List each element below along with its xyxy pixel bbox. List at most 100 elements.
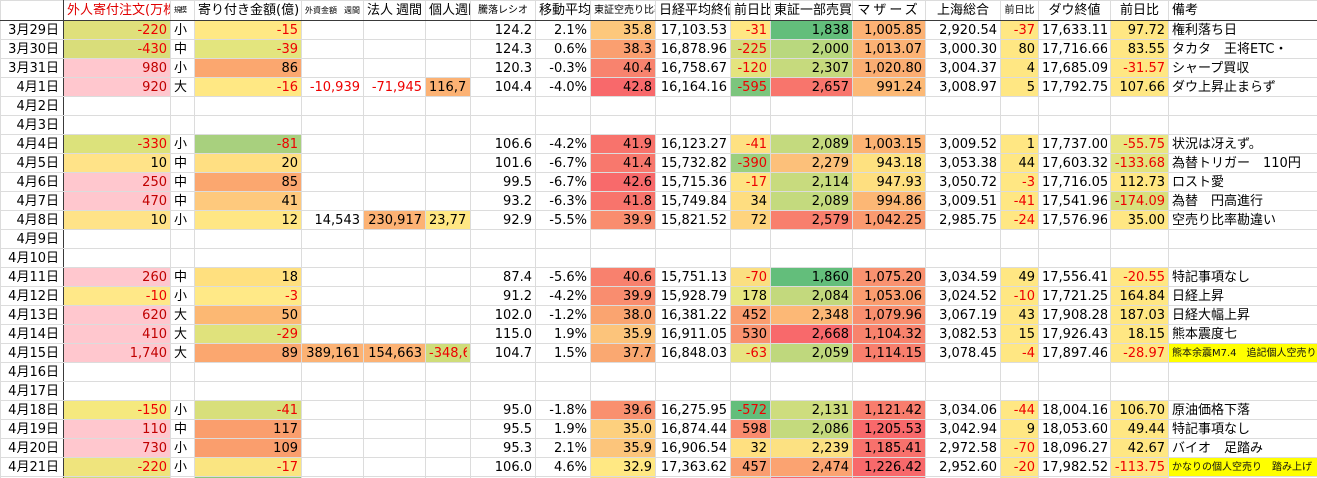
cell-opening_amount[interactable]: 89: [194, 343, 302, 363]
cell-dow_close[interactable]: 17,926.43: [1038, 324, 1111, 344]
cell-individual_week[interactable]: [425, 381, 471, 401]
cell-dow_close[interactable]: 17,908.28: [1038, 305, 1111, 325]
cell-size[interactable]: 小: [170, 134, 195, 154]
cell-dow_chg[interactable]: -28.97: [1110, 343, 1169, 363]
cell-individual_week[interactable]: [425, 457, 471, 477]
cell-short_ratio[interactable]: [590, 248, 656, 268]
column-header-individual_week[interactable]: 個人週間: [425, 0, 471, 21]
cell-foreign_orders[interactable]: [63, 362, 171, 382]
cell-foreign_week[interactable]: [301, 324, 364, 344]
cell-size[interactable]: 小: [170, 457, 195, 477]
cell-dow_chg[interactable]: [1110, 115, 1169, 135]
cell-nikkei_chg[interactable]: 452: [730, 305, 771, 325]
cell-foreign_orders[interactable]: 470: [63, 191, 171, 211]
cell-nikkei_close[interactable]: 16,381.22: [655, 305, 731, 325]
cell-short_ratio[interactable]: 39.6: [590, 400, 656, 420]
cell-dow_chg[interactable]: 107.66: [1110, 77, 1169, 97]
cell-opening_amount[interactable]: [194, 381, 302, 401]
cell-individual_week[interactable]: [425, 20, 471, 40]
cell-remarks[interactable]: ロスト愛: [1168, 172, 1317, 192]
date-cell[interactable]: 3月30日: [0, 39, 64, 59]
cell-dow_close[interactable]: 17,716.66: [1038, 39, 1111, 59]
cell-tse1_volume[interactable]: 2,089: [770, 134, 853, 154]
cell-corporate_week[interactable]: [363, 39, 426, 59]
cell-opening_amount[interactable]: -3: [194, 286, 302, 306]
date-cell[interactable]: 4月8日: [0, 210, 64, 230]
cell-nikkei_chg[interactable]: 530: [730, 324, 771, 344]
cell-corporate_week[interactable]: [363, 400, 426, 420]
cell-nikkei_close[interactable]: 16,911.05: [655, 324, 731, 344]
cell-foreign_orders[interactable]: [63, 96, 171, 116]
cell-tse1_volume[interactable]: 2,657: [770, 77, 853, 97]
date-cell[interactable]: 4月7日: [0, 191, 64, 211]
cell-mothers[interactable]: 1,121.42: [852, 400, 926, 420]
cell-foreign_orders[interactable]: -220: [63, 20, 171, 40]
cell-opening_amount[interactable]: 18: [194, 267, 302, 287]
cell-corporate_week[interactable]: 154,663: [363, 343, 426, 363]
cell-nikkei_close[interactable]: 16,275.95: [655, 400, 731, 420]
cell-updown_ratio[interactable]: [470, 229, 536, 249]
cell-mothers[interactable]: 1,226.42: [852, 457, 926, 477]
cell-moving_avg[interactable]: [535, 362, 591, 382]
cell-foreign_week[interactable]: [301, 20, 364, 40]
cell-moving_avg[interactable]: [535, 115, 591, 135]
cell-nikkei_chg[interactable]: -31: [730, 20, 771, 40]
cell-dow_chg[interactable]: [1110, 381, 1169, 401]
cell-nikkei_chg[interactable]: 72: [730, 210, 771, 230]
cell-shanghai[interactable]: 3,034.06: [925, 400, 1001, 420]
cell-shanghai_chg[interactable]: [1000, 96, 1039, 116]
cell-short_ratio[interactable]: 35.8: [590, 20, 656, 40]
cell-short_ratio[interactable]: 40.4: [590, 58, 656, 78]
cell-dow_close[interactable]: 18,053.60: [1038, 419, 1111, 439]
cell-nikkei_close[interactable]: 15,751.13: [655, 267, 731, 287]
cell-foreign_week[interactable]: [301, 229, 364, 249]
column-header-dow_chg[interactable]: 前日比: [1110, 0, 1169, 21]
cell-moving_avg[interactable]: 1.5%: [535, 343, 591, 363]
cell-updown_ratio[interactable]: 95.5: [470, 419, 536, 439]
column-header-foreign_week[interactable]: 外資金額 週間: [301, 0, 364, 21]
cell-nikkei_close[interactable]: [655, 381, 731, 401]
cell-individual_week[interactable]: -348,656: [425, 343, 471, 363]
cell-corporate_week[interactable]: [363, 457, 426, 477]
cell-mothers[interactable]: 1,205.53: [852, 419, 926, 439]
cell-mothers[interactable]: 991.24: [852, 77, 926, 97]
date-cell[interactable]: 3月29日: [0, 20, 64, 40]
cell-shanghai[interactable]: 2,920.54: [925, 20, 1001, 40]
cell-dow_chg[interactable]: 18.15: [1110, 324, 1169, 344]
cell-mothers[interactable]: 1,075.20: [852, 267, 926, 287]
cell-dow_close[interactable]: 17,792.75: [1038, 77, 1111, 97]
cell-corporate_week[interactable]: [363, 419, 426, 439]
cell-tse1_volume[interactable]: [770, 96, 853, 116]
cell-individual_week[interactable]: 116,706: [425, 77, 471, 97]
cell-tse1_volume[interactable]: 2,348: [770, 305, 853, 325]
cell-nikkei_close[interactable]: 16,758.67: [655, 58, 731, 78]
cell-mothers[interactable]: 1,114.15: [852, 343, 926, 363]
column-header-mothers[interactable]: マザーズ: [852, 0, 926, 21]
cell-shanghai_chg[interactable]: -10: [1000, 286, 1039, 306]
cell-nikkei_chg[interactable]: -120: [730, 58, 771, 78]
cell-shanghai[interactable]: 3,078.45: [925, 343, 1001, 363]
cell-nikkei_close[interactable]: 16,906.54: [655, 438, 731, 458]
cell-shanghai[interactable]: [925, 362, 1001, 382]
cell-short_ratio[interactable]: 40.6: [590, 267, 656, 287]
cell-mothers[interactable]: 1,079.96: [852, 305, 926, 325]
cell-mothers[interactable]: 1,003.15: [852, 134, 926, 154]
cell-updown_ratio[interactable]: [470, 96, 536, 116]
cell-dow_close[interactable]: 18,096.27: [1038, 438, 1111, 458]
cell-tse1_volume[interactable]: 2,579: [770, 210, 853, 230]
cell-foreign_orders[interactable]: 730: [63, 438, 171, 458]
cell-mothers[interactable]: [852, 381, 926, 401]
cell-remarks[interactable]: [1168, 115, 1317, 135]
cell-remarks[interactable]: 日経大幅上昇: [1168, 305, 1317, 325]
cell-dow_close[interactable]: [1038, 248, 1111, 268]
cell-size[interactable]: 中: [170, 267, 195, 287]
cell-tse1_volume[interactable]: 2,239: [770, 438, 853, 458]
column-header-size[interactable]: 規模: [170, 0, 195, 21]
cell-moving_avg[interactable]: -4.2%: [535, 134, 591, 154]
cell-foreign_orders[interactable]: [63, 381, 171, 401]
cell-dow_chg[interactable]: -20.55: [1110, 267, 1169, 287]
cell-dow_chg[interactable]: 83.55: [1110, 39, 1169, 59]
cell-moving_avg[interactable]: -0.3%: [535, 58, 591, 78]
cell-nikkei_chg[interactable]: -595: [730, 77, 771, 97]
cell-tse1_volume[interactable]: 1,860: [770, 267, 853, 287]
